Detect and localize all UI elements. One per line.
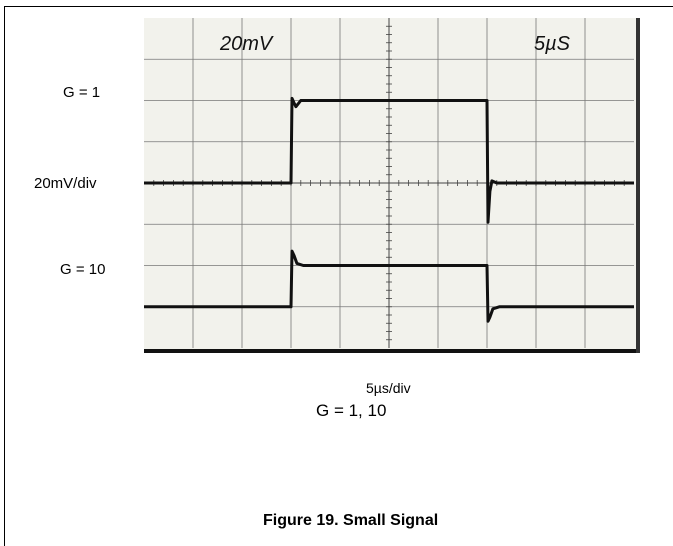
- screen-vertical-scale-annotation: 20mV: [219, 33, 274, 55]
- vertical-scale-label: 20mV/div: [34, 175, 97, 192]
- scope-screen-border-right: [636, 18, 640, 353]
- page-frame-left: [4, 6, 5, 546]
- gain-10-trace-label: G = 10: [60, 261, 106, 278]
- time-scale-label: 5µs/div: [366, 380, 411, 396]
- gain-1-trace-label: G = 1: [63, 84, 101, 101]
- trace-g10: [144, 249, 634, 323]
- scope-traces: [144, 96, 634, 323]
- figure-caption: Figure 19. Small Signal: [263, 512, 439, 529]
- screen-time-scale-annotation: 5µS: [534, 33, 571, 55]
- trace-g1: [144, 96, 634, 224]
- oscilloscope-screen: 20mV 5µS: [144, 18, 640, 353]
- page-frame-top: [4, 6, 673, 7]
- gains-label: G = 1, 10: [316, 401, 387, 420]
- scope-screen-background: [144, 18, 640, 353]
- scope-screen-border-bottom: [144, 349, 640, 353]
